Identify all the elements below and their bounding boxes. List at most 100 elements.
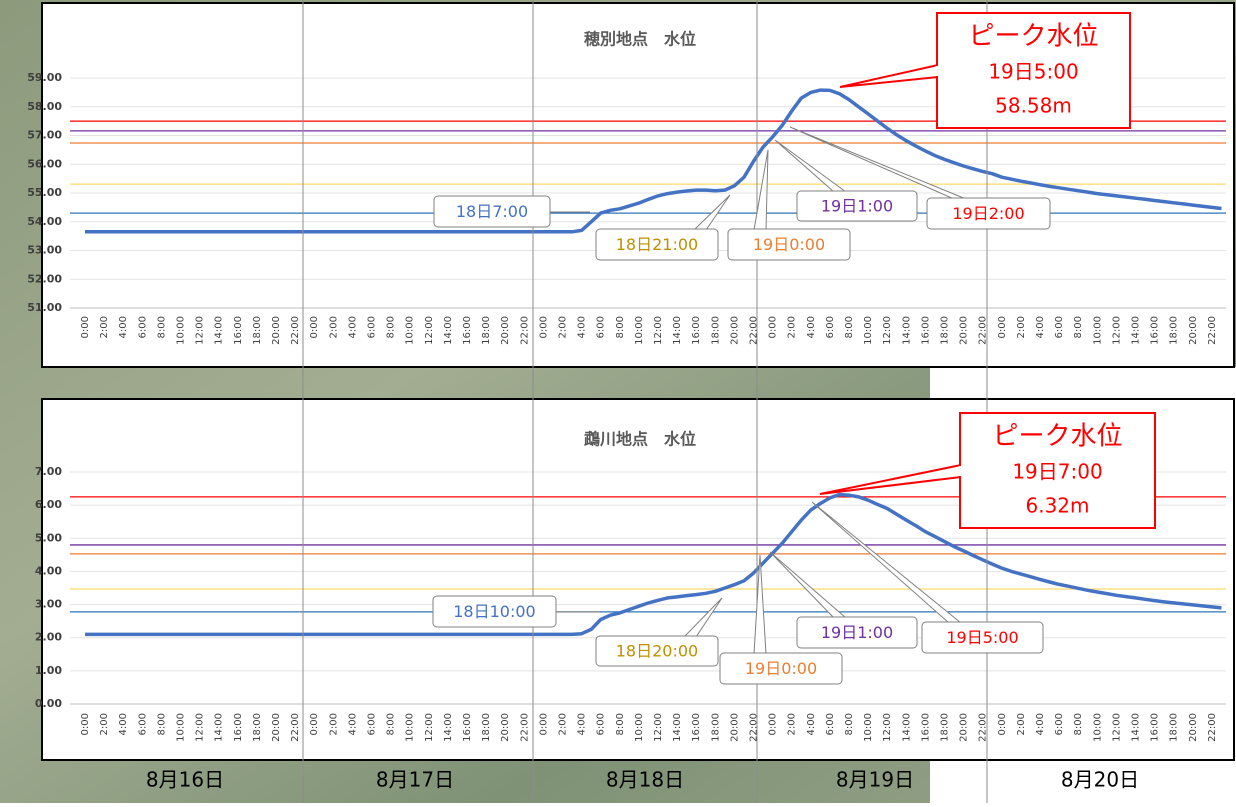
peak-level: 6.32m — [1025, 494, 1089, 518]
peak-box — [936, 12, 1131, 129]
peak-time: 19日7:00 — [1012, 460, 1102, 484]
y-tick-label: 4.00 — [35, 564, 62, 577]
x-tick-label: 6:00 — [367, 316, 378, 338]
day-label: 8月18日 — [606, 768, 684, 792]
plots: 穂別地点 水位 51.00 52.00 53.00 54.00 55.00 56.00 57.… — [27, 30, 1226, 742]
x-tick-label: 8:00 — [844, 316, 855, 338]
x-tick-label: 4:00 — [347, 316, 358, 338]
y-tick-label: 57.00 — [27, 129, 62, 142]
x-tick-label: 0:00 — [309, 316, 320, 338]
peak-time: 19日5:00 — [988, 60, 1078, 84]
x-tick-label: 16:00 — [1150, 316, 1161, 345]
x-tick-label: 22:00 — [519, 316, 530, 345]
x-tick-label: 20:00 — [729, 316, 740, 345]
x-tick-label: 8:00 — [156, 713, 167, 735]
x-tick-label: 8:00 — [386, 713, 397, 735]
x-tick-label: 20:00 — [271, 316, 282, 345]
callout-text: 19日1:00 — [821, 197, 893, 216]
x-tick-label: 10:00 — [176, 316, 187, 345]
x-tick-label: 22:00 — [519, 713, 530, 742]
x-tick-label: 18:00 — [710, 713, 721, 742]
x-tick-label: 14:00 — [672, 316, 683, 345]
callout-box — [796, 616, 918, 649]
x-tick-label: 12:00 — [424, 713, 435, 742]
x-tick-label: 4:00 — [1035, 316, 1046, 338]
x-tick-label: 22:00 — [749, 316, 760, 345]
x-tick-label: 12:00 — [882, 316, 893, 345]
x-tick-label: 14:00 — [672, 713, 683, 742]
x-tick-label: 0:00 — [80, 316, 91, 338]
y-tick-label: 3.00 — [35, 598, 62, 611]
x-tick-label: 0:00 — [997, 713, 1008, 735]
x-tick-label: 14:00 — [443, 713, 454, 742]
x-tick-label: 20:00 — [729, 713, 740, 742]
x-tick-label: 20:00 — [1188, 316, 1199, 345]
x-tick-label: 18:00 — [1169, 316, 1180, 345]
x-tick-label: 12:00 — [882, 713, 893, 742]
x-tick-label: 18:00 — [481, 316, 492, 345]
day-label: 8月16日 — [146, 768, 224, 792]
y-tick-label: 1.00 — [35, 664, 62, 677]
chart-title: 穂別地点 水位 — [584, 30, 696, 49]
x-tick-label: 8:00 — [844, 713, 855, 735]
peak-title: ピーク水位 — [968, 22, 1098, 52]
x-tick-label: 0:00 — [768, 713, 779, 735]
callout-text: 18日7:00 — [456, 202, 528, 221]
y-tick-label: 53.00 — [27, 244, 62, 257]
x-tick-label: 20:00 — [500, 316, 511, 345]
x-tick-label: 0:00 — [80, 713, 91, 735]
callout-box — [926, 197, 1051, 230]
x-tick-label: 0:00 — [768, 316, 779, 338]
x-tick-label: 18:00 — [481, 713, 492, 742]
x-tick-label: 12:00 — [653, 316, 664, 345]
x-tick-label: 2:00 — [1016, 713, 1027, 735]
x-tick-label: 4:00 — [806, 316, 817, 338]
x-tick-label: 4:00 — [1035, 713, 1046, 735]
x-tick-label: 8:00 — [1073, 316, 1084, 338]
x-tick-label: 2:00 — [558, 316, 569, 338]
x-tick-label: 6:00 — [1054, 316, 1065, 338]
day-label: 8月19日 — [836, 768, 914, 792]
callout-text: 18日21:00 — [616, 235, 698, 254]
x-tick-label: 14:00 — [901, 713, 912, 742]
y-tick-label: 58.00 — [27, 100, 62, 113]
x-tick-label: 4:00 — [118, 713, 129, 735]
x-tick-label: 10:00 — [405, 713, 416, 742]
peak-title: ピーク水位 — [992, 422, 1122, 452]
x-tick-label: 14:00 — [214, 713, 225, 742]
x-tick-label: 8:00 — [156, 316, 167, 338]
x-tick-label: 12:00 — [653, 713, 664, 742]
x-tick-label: 16:00 — [233, 316, 244, 345]
x-tick-label: 22:00 — [290, 713, 301, 742]
x-tick-label: 20:00 — [271, 713, 282, 742]
x-tick-label: 12:00 — [195, 713, 206, 742]
x-tick-label: 0:00 — [538, 713, 549, 735]
y-tick-label: 51.00 — [27, 301, 62, 314]
x-tick-label: 2:00 — [99, 713, 110, 735]
x-tick-label: 6:00 — [596, 316, 607, 338]
callout-box — [433, 195, 551, 228]
x-tick-label: 10:00 — [405, 316, 416, 345]
x-tick-label: 16:00 — [1150, 713, 1161, 742]
x-tick-label: 8:00 — [1073, 713, 1084, 735]
callout-box — [796, 190, 918, 222]
x-tick-label: 20:00 — [1188, 713, 1199, 742]
x-tick-label: 2:00 — [99, 316, 110, 338]
x-tick-label: 18:00 — [252, 713, 263, 742]
chart-title: 鵡川地点 水位 — [584, 430, 696, 449]
x-tick-label: 6:00 — [1054, 713, 1065, 735]
callout-box — [595, 228, 719, 261]
x-tick-label: 16:00 — [691, 713, 702, 742]
x-tick-label: 14:00 — [1131, 713, 1142, 742]
x-tick-label: 14:00 — [1131, 316, 1142, 345]
callout-text: 19日2:00 — [952, 204, 1024, 223]
x-tick-label: 18:00 — [710, 316, 721, 345]
callout-box — [921, 621, 1044, 654]
x-tick-label: 8:00 — [615, 713, 626, 735]
x-tick-label: 22:00 — [978, 713, 989, 742]
x-tick-label: 16:00 — [462, 713, 473, 742]
x-tick-label: 14:00 — [443, 316, 454, 345]
